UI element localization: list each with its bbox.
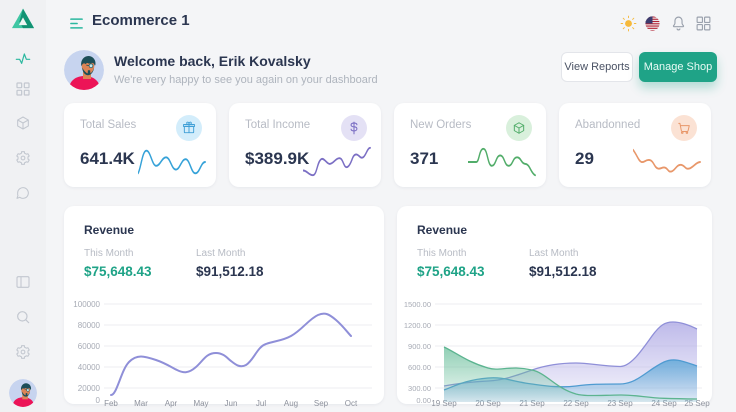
svg-text:Oct: Oct: [345, 399, 358, 408]
svg-text:Aug: Aug: [284, 399, 298, 408]
svg-text:1200.00: 1200.00: [404, 321, 431, 330]
svg-text:Feb: Feb: [104, 399, 118, 408]
svg-text:Jul: Jul: [256, 399, 266, 408]
svg-text:80000: 80000: [78, 321, 101, 330]
svg-text:300.00: 300.00: [408, 384, 431, 393]
svg-text:900.00: 900.00: [408, 342, 431, 351]
svg-text:0: 0: [96, 396, 101, 405]
svg-text:Mar: Mar: [134, 399, 148, 408]
svg-text:600.00: 600.00: [408, 363, 431, 372]
svg-text:60000: 60000: [78, 342, 101, 351]
svg-text:100000: 100000: [73, 300, 100, 309]
svg-text:Apr: Apr: [165, 399, 178, 408]
svg-text:Jun: Jun: [225, 399, 238, 408]
svg-text:0.00: 0.00: [416, 396, 431, 405]
svg-text:May: May: [193, 399, 208, 408]
svg-text:40000: 40000: [78, 363, 101, 372]
svg-text:20000: 20000: [78, 384, 101, 393]
svg-text:Sep: Sep: [314, 399, 329, 408]
svg-text:1500.00: 1500.00: [404, 300, 431, 309]
